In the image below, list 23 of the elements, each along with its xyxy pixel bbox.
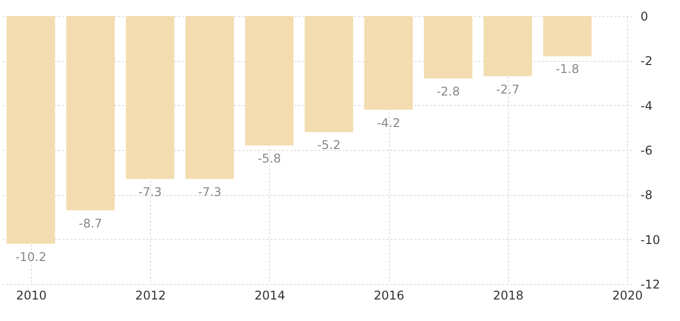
data-label: -4.2 [376, 116, 400, 130]
data-label: -1.8 [556, 62, 580, 76]
data-label: -2.7 [496, 82, 520, 96]
y-tick-label: -8 [640, 188, 652, 202]
data-label: -7.3 [198, 185, 222, 200]
data-label: -7.3 [138, 185, 162, 200]
data-label: -5.8 [258, 152, 282, 166]
x-tick-label: 2010 [16, 288, 47, 302]
y-tick-label: -4 [640, 98, 652, 113]
x-tick-label: 2012 [135, 288, 166, 302]
data-label: -5.2 [317, 138, 341, 152]
y-tick-label: -12 [640, 278, 660, 292]
y-tick-label: -10 [640, 232, 660, 247]
data-label: -2.8 [436, 84, 460, 99]
x-tick-label: 2020 [612, 288, 643, 302]
x-tick-label: 2016 [374, 288, 404, 302]
y-tick-label: -2 [640, 54, 652, 68]
x-tick-label: 2014 [254, 288, 286, 302]
x-tick-label: 2018 [492, 288, 524, 302]
y-tick-label: 0 [640, 10, 648, 24]
data-label: -10.2 [15, 250, 46, 264]
data-label: -8.7 [78, 216, 102, 230]
y-tick-label: -6 [640, 144, 652, 158]
